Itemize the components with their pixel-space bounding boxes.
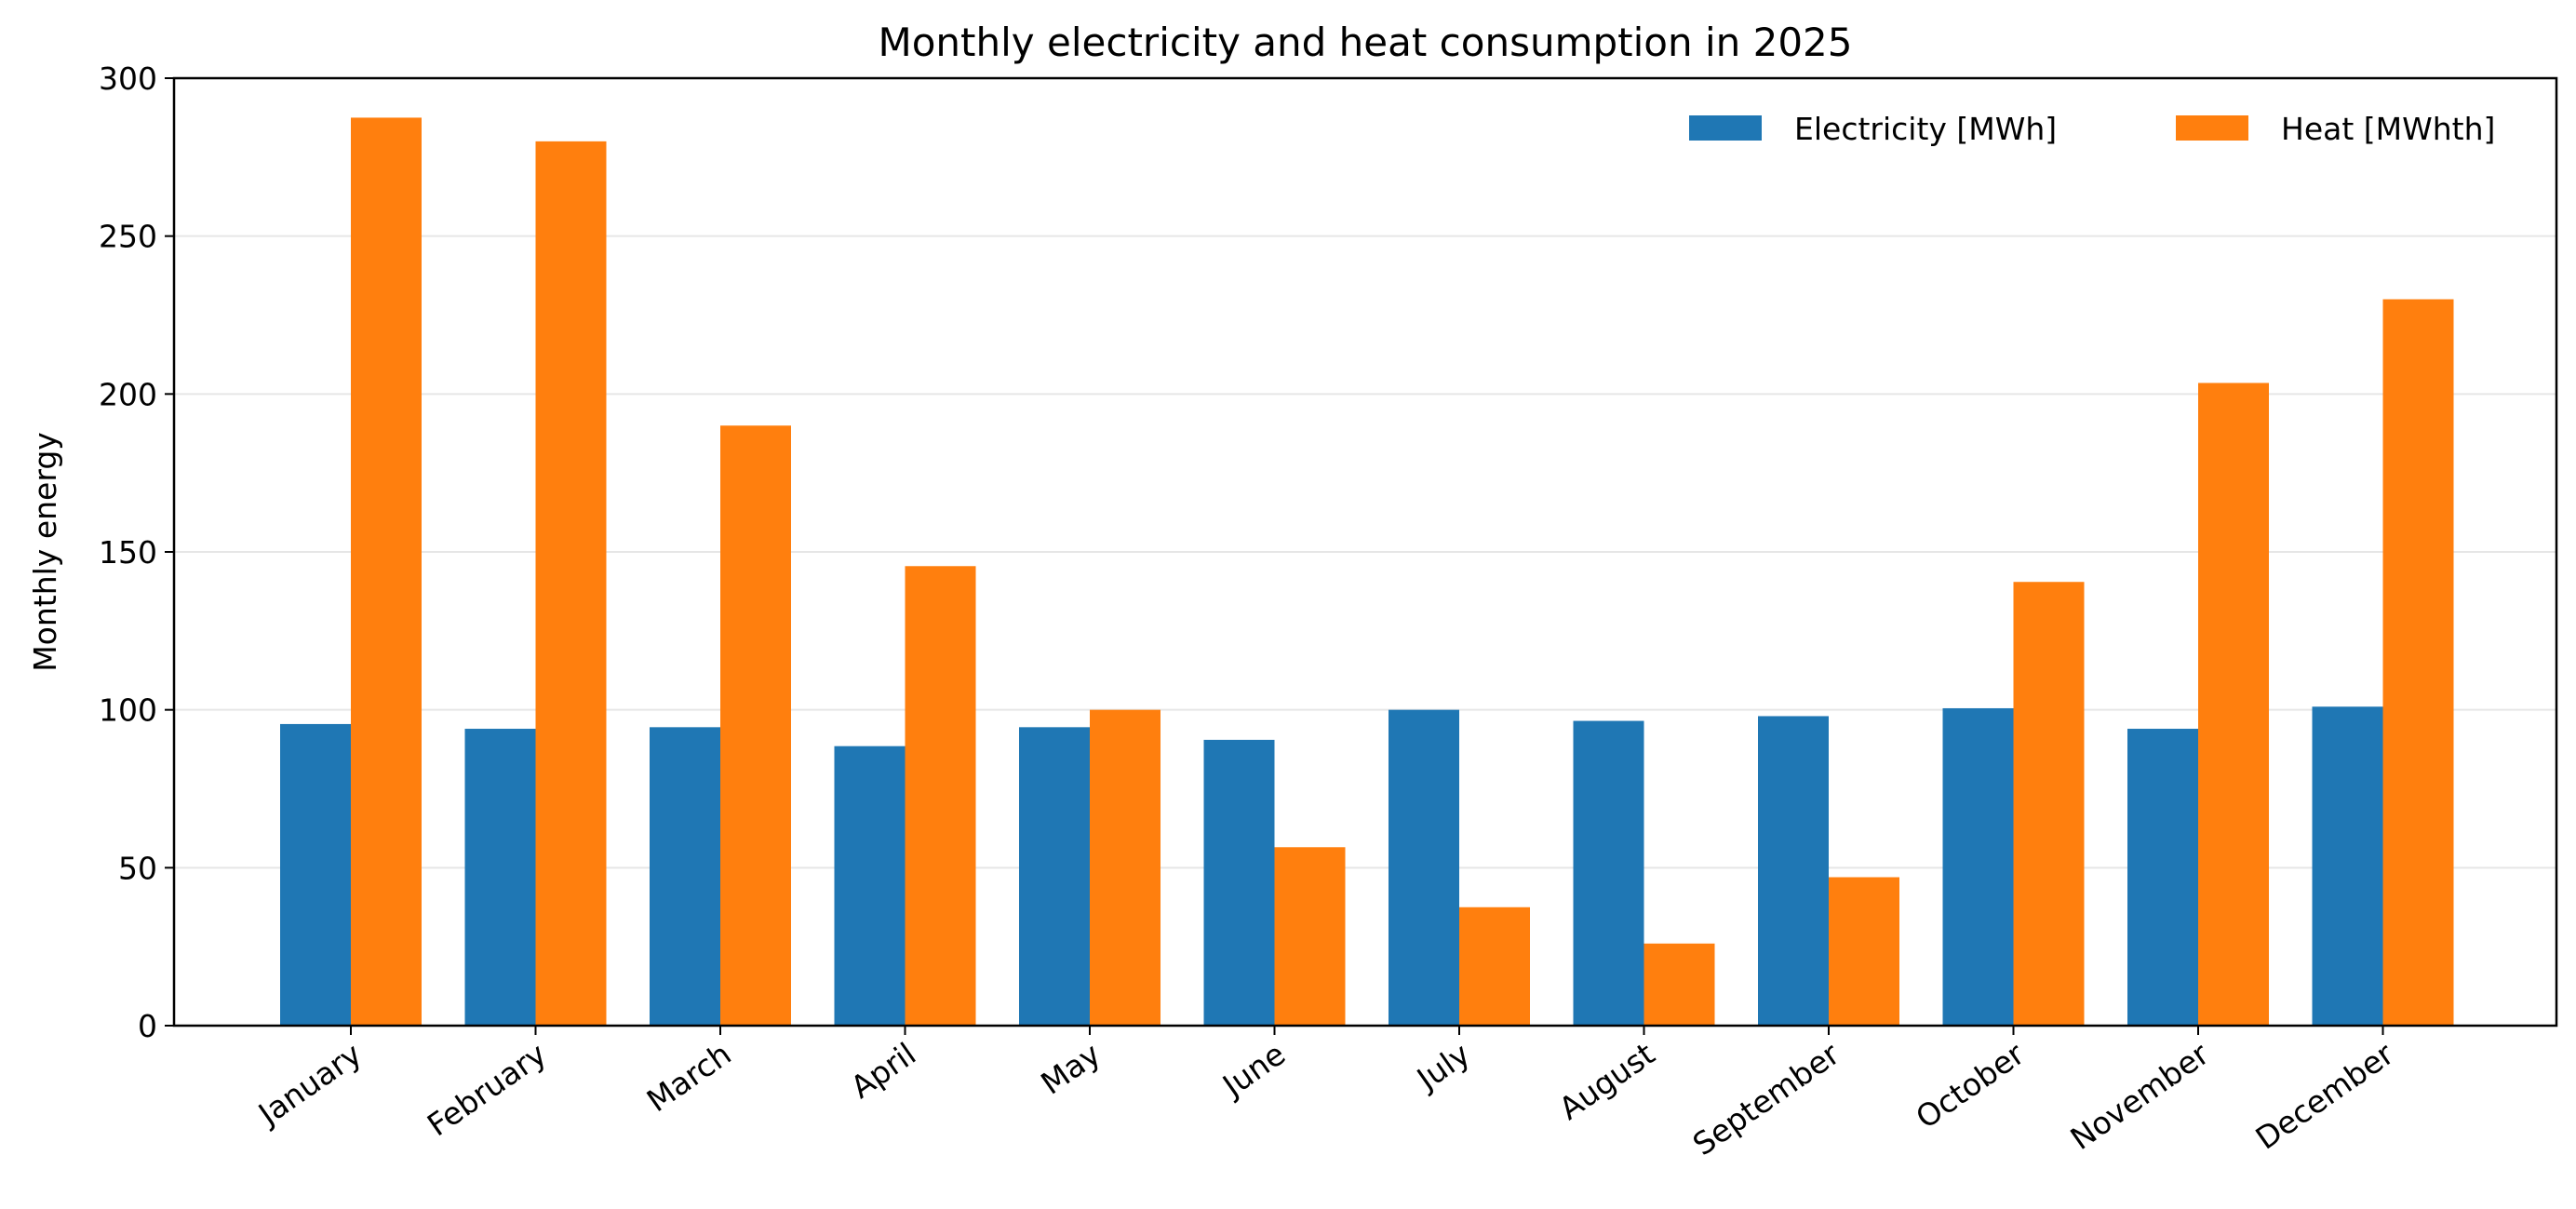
legend-swatch-heat-mwhth <box>2176 115 2248 141</box>
y-tick-label: 250 <box>99 219 157 255</box>
y-tick-label: 300 <box>99 60 157 97</box>
bar-heat-mwhth-july <box>1459 907 1530 1026</box>
x-tick-label: January <box>250 1036 368 1134</box>
legend: Electricity [MWh] Heat [MWhth] <box>1689 111 2495 147</box>
legend-label-heat-mwhth: Heat [MWhth] <box>2281 111 2495 147</box>
bar-electricity-mwh-june <box>1203 739 1275 1026</box>
bar-electricity-mwh-january <box>280 723 351 1026</box>
y-tick-label: 0 <box>138 1008 157 1044</box>
y-tick-label: 50 <box>118 850 157 886</box>
bar-electricity-mwh-may <box>1019 727 1090 1026</box>
bar-electricity-mwh-november <box>2127 729 2198 1026</box>
bar-heat-mwhth-june <box>1274 847 1346 1026</box>
bar-heat-mwhth-january <box>351 117 422 1026</box>
bar-electricity-mwh-october <box>1942 707 2014 1026</box>
x-tick-label: December <box>2249 1035 2401 1156</box>
bars <box>280 117 2454 1026</box>
y-axis: 0 50 100 150 200 250 300 <box>99 60 174 1044</box>
bar-electricity-mwh-july <box>1389 709 1459 1026</box>
x-tick-label: September <box>1686 1035 1846 1162</box>
x-tick-label: July <box>1409 1036 1477 1098</box>
bar-heat-mwhth-february <box>535 141 607 1026</box>
x-tick-label: April <box>844 1036 922 1106</box>
x-tick-label: March <box>640 1036 738 1120</box>
legend-label-electricity-mwh: Electricity [MWh] <box>1794 111 2057 147</box>
bar-electricity-mwh-february <box>464 729 536 1026</box>
x-tick-label: June <box>1214 1036 1292 1105</box>
x-axis: January February March April May June July Augu… <box>250 1026 2400 1162</box>
bar-heat-mwhth-october <box>2013 582 2085 1026</box>
bar-electricity-mwh-march <box>650 727 720 1026</box>
y-axis-label: Monthly energy <box>27 432 63 672</box>
bar-heat-mwhth-august <box>1644 943 1715 1026</box>
bar-heat-mwhth-november <box>2198 383 2269 1026</box>
x-tick-label: February <box>421 1036 553 1144</box>
y-tick-label: 150 <box>99 534 157 571</box>
y-tick-label: 200 <box>99 376 157 412</box>
x-tick-label: May <box>1034 1036 1107 1102</box>
bar-electricity-mwh-april <box>834 746 906 1026</box>
bar-electricity-mwh-december <box>2312 706 2383 1026</box>
y-tick-label: 100 <box>99 692 157 729</box>
legend-swatch-electricity-mwh <box>1689 115 1762 141</box>
bar-heat-mwhth-september <box>1829 877 1899 1026</box>
x-tick-label: August <box>1552 1036 1661 1127</box>
x-tick-label: November <box>2064 1035 2216 1157</box>
bar-heat-mwhth-april <box>905 566 976 1026</box>
bar-heat-mwhth-may <box>1090 709 1161 1026</box>
bar-electricity-mwh-august <box>1573 720 1644 1026</box>
bar-heat-mwhth-december <box>2382 299 2454 1026</box>
chart-title: Monthly electricity and heat consumption… <box>879 20 1853 65</box>
bar-electricity-mwh-september <box>1758 716 1829 1026</box>
x-tick-label: October <box>1910 1035 2032 1135</box>
bar-heat-mwhth-march <box>720 425 791 1026</box>
